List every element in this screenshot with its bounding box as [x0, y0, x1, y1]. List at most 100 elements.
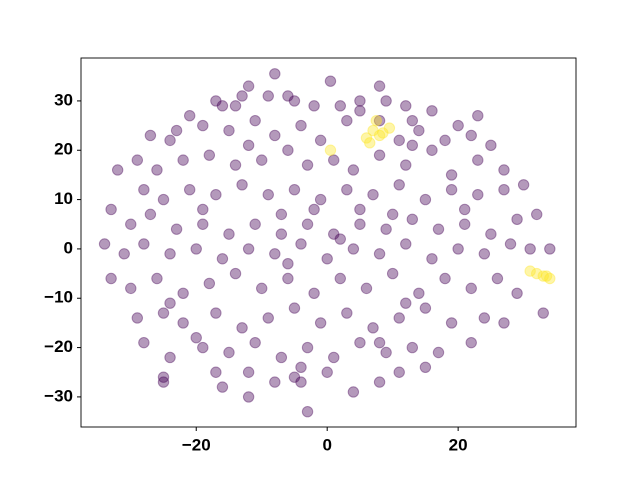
point: [308, 100, 320, 112]
point: [308, 287, 320, 300]
point: [373, 80, 386, 92]
point: [295, 376, 307, 388]
point: [406, 139, 419, 152]
point: [157, 307, 170, 319]
point: [197, 203, 209, 216]
point: [308, 203, 320, 216]
point: [275, 228, 288, 240]
point: [98, 238, 111, 250]
point: [210, 95, 222, 107]
point: [138, 184, 150, 196]
point: [491, 272, 504, 285]
point: [324, 75, 337, 87]
point: [373, 336, 386, 349]
point: [354, 95, 366, 107]
point: [334, 272, 346, 285]
point: [432, 223, 445, 235]
point: [400, 297, 412, 309]
point: [105, 272, 117, 285]
point: [105, 203, 117, 216]
point: [485, 228, 497, 240]
point: [183, 184, 196, 196]
point: [406, 114, 419, 127]
point: [465, 336, 477, 349]
point: [452, 119, 464, 132]
point: [288, 371, 301, 383]
point: [269, 68, 281, 80]
point: [347, 164, 360, 176]
y-tick-label: −20: [44, 337, 73, 356]
point: [524, 265, 536, 277]
point: [282, 258, 294, 270]
point: [164, 297, 176, 309]
point: [373, 114, 386, 127]
point: [478, 312, 491, 324]
point: [465, 129, 477, 142]
point: [236, 322, 248, 334]
point: [190, 332, 202, 344]
point: [537, 307, 549, 319]
point: [445, 317, 458, 329]
point: [354, 105, 366, 117]
point: [131, 312, 144, 324]
point: [498, 184, 510, 196]
point: [341, 184, 353, 196]
point: [347, 243, 360, 255]
point: [370, 114, 382, 127]
point: [216, 100, 229, 112]
point: [458, 203, 471, 216]
point: [256, 282, 268, 295]
point: [275, 351, 288, 364]
point: [301, 341, 314, 354]
point: [314, 193, 327, 206]
point: [138, 238, 150, 250]
point: [177, 287, 189, 300]
point: [269, 376, 281, 388]
point: [301, 218, 314, 230]
point: [282, 272, 294, 285]
point: [380, 346, 392, 359]
point: [393, 312, 405, 324]
point: [511, 287, 523, 300]
point: [295, 119, 307, 132]
point: [458, 218, 471, 230]
y-tick-label: −10: [44, 288, 73, 307]
point: [472, 188, 484, 201]
point: [242, 139, 255, 152]
point: [540, 270, 553, 282]
point: [386, 208, 399, 221]
point: [295, 238, 307, 250]
point: [377, 127, 389, 139]
point: [151, 164, 163, 176]
point: [531, 267, 543, 280]
point: [125, 218, 137, 230]
point: [203, 149, 216, 161]
point: [197, 341, 209, 354]
point: [262, 188, 274, 201]
point: [197, 218, 209, 230]
point: [229, 159, 242, 171]
point: [269, 129, 281, 142]
point: [498, 317, 510, 329]
point: [445, 169, 458, 181]
point: [328, 154, 340, 166]
point: [131, 154, 144, 166]
point: [314, 134, 327, 147]
point: [301, 159, 314, 171]
point: [511, 213, 523, 226]
point: [334, 233, 346, 245]
point: [364, 137, 376, 149]
point: [256, 154, 268, 166]
point: [452, 243, 464, 255]
point: [383, 122, 396, 134]
point: [229, 267, 242, 280]
point: [177, 317, 189, 329]
point: [269, 248, 281, 260]
point: [223, 346, 235, 359]
point: [354, 336, 366, 349]
point: [223, 124, 235, 137]
point: [183, 110, 196, 122]
point: [393, 366, 405, 378]
point: [144, 208, 157, 221]
